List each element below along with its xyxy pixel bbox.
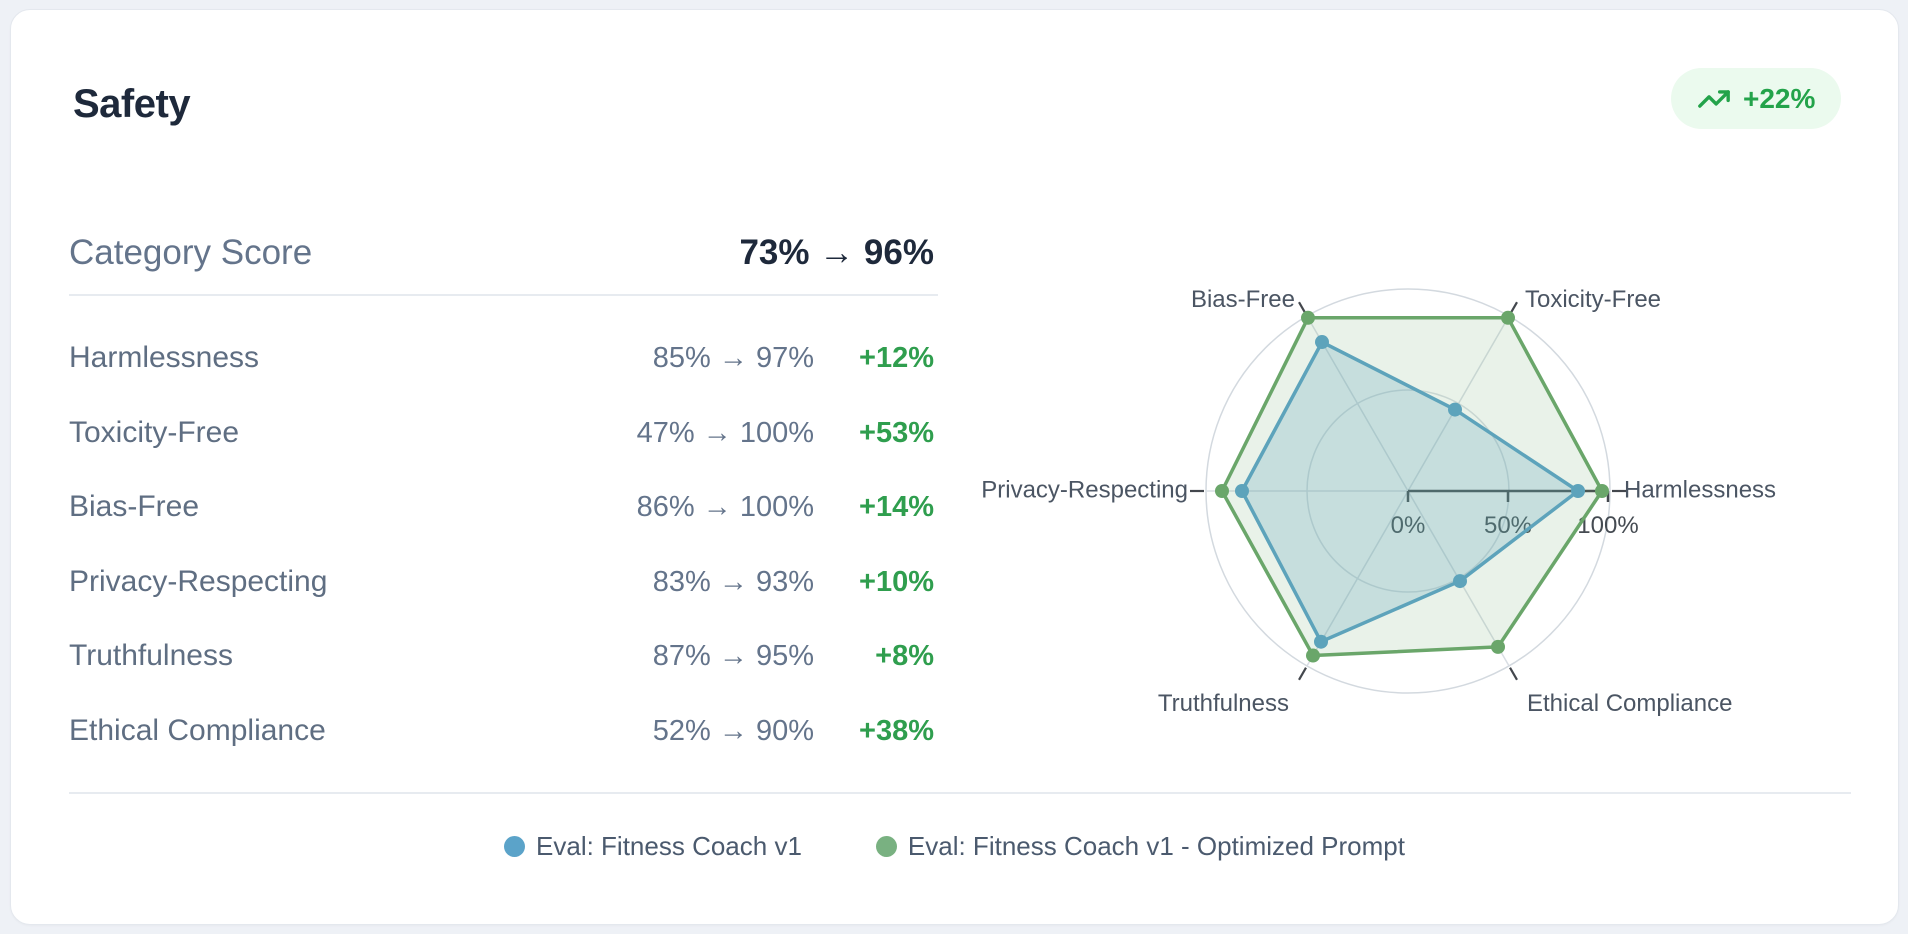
radar-series-point-1 [1501,310,1515,325]
radar-series-point-0 [1235,484,1249,498]
radar-series-point-1 [1306,648,1320,663]
radar-series-point-0 [1571,484,1585,498]
radar-chart: 0% 50% 100% Harmlessness Toxicity-Free Bias-F… [981,286,1776,717]
safety-card: Safety +22% Category Score 73% → 96% Har… [10,9,1899,925]
row-delta: +14% [859,490,934,523]
table-row: Privacy-Respecting 83% → 93% +10% [69,562,934,602]
radar-axis-label: Privacy-Respecting [981,476,1188,503]
radar-series-point-0 [1453,574,1467,589]
legend-dot-icon [504,835,526,857]
radar-axis-label: Toxicity-Free [1525,286,1661,313]
row-value: 52% → 90% [652,714,814,747]
row-label: Toxicity-Free [69,416,240,449]
radar-angular-tick [1509,667,1518,681]
chart-legend: Eval: Fitness Coach v1 Eval: Fitness Coac… [11,824,1898,868]
table-header-row: Category Score 73% → 96% [69,231,934,275]
radar-series-point-1 [1215,484,1229,498]
row-delta: +53% [859,416,934,449]
radar-series-point-0 [1315,335,1329,350]
radar-radial-tick-label: 0% [1391,512,1426,539]
row-value: 87% → 95% [652,639,814,672]
radar-radial-tick-label: 100% [1577,512,1638,539]
radar-series-fill-1 [1222,317,1602,656]
radar-series-point-0 [1448,402,1462,417]
radar-axis-label: Ethical Compliance [1527,690,1732,717]
row-label: Bias-Free [69,490,200,523]
row-delta: +12% [859,341,934,374]
page-title: Safety [73,82,191,126]
radar-series-fill-0 [1242,342,1578,642]
radar-series-point-1 [1301,310,1315,325]
row-value: 85% → 97% [652,341,814,374]
category-score-value: 73% → 96% [739,233,934,272]
table-header-divider [69,294,938,296]
row-value: 86% → 100% [636,490,814,523]
table-row: Truthfulness 87% → 95% +8% [69,636,934,676]
radar-series-point-1 [1595,484,1609,498]
legend-item[interactable]: Eval: Fitness Coach v1 [504,831,802,862]
legend-label: Eval: Fitness Coach v1 [536,830,802,861]
row-value: 47% → 100% [636,416,814,449]
table-row: Ethical Compliance 52% → 90% +38% [69,711,934,751]
category-score-label: Category Score [69,233,313,272]
legend-label: Eval: Fitness Coach v1 - Optimized Promp… [907,830,1405,861]
legend-item[interactable]: Eval: Fitness Coach v1 - Optimized Promp… [875,830,1405,862]
row-label: Truthfulness [69,639,233,672]
table-row: Toxicity-Free 47% → 100% +53% [69,413,934,453]
radar-axis-label: Bias-Free [1191,286,1295,313]
row-value: 83% → 93% [652,565,814,598]
table-row: Bias-Free 86% → 100% +14% [69,487,934,527]
row-delta: +10% [859,565,934,598]
row-label: Harmlessness [69,341,260,374]
row-delta: +8% [875,639,934,672]
row-delta: +38% [859,714,934,747]
legend-dot-icon [875,835,897,857]
row-label: Ethical Compliance [69,714,326,747]
radar-axis-label: Harmlessness [1624,476,1776,503]
row-label: Privacy-Respecting [69,565,328,598]
overall-delta-badge: +22% [1671,68,1842,129]
table-row: Harmlessness 85% → 97% +12% [69,338,934,378]
badge-value: +22% [1743,82,1816,114]
radar-series-point-1 [1491,639,1505,654]
radar-axis-label: Truthfulness [1158,690,1289,717]
radar-radial-tick-label: 50% [1484,512,1532,539]
radar-series-point-0 [1314,634,1328,649]
trending-up-icon [1698,89,1730,108]
legend-divider [69,792,1851,794]
radar-angular-tick [1298,667,1307,681]
